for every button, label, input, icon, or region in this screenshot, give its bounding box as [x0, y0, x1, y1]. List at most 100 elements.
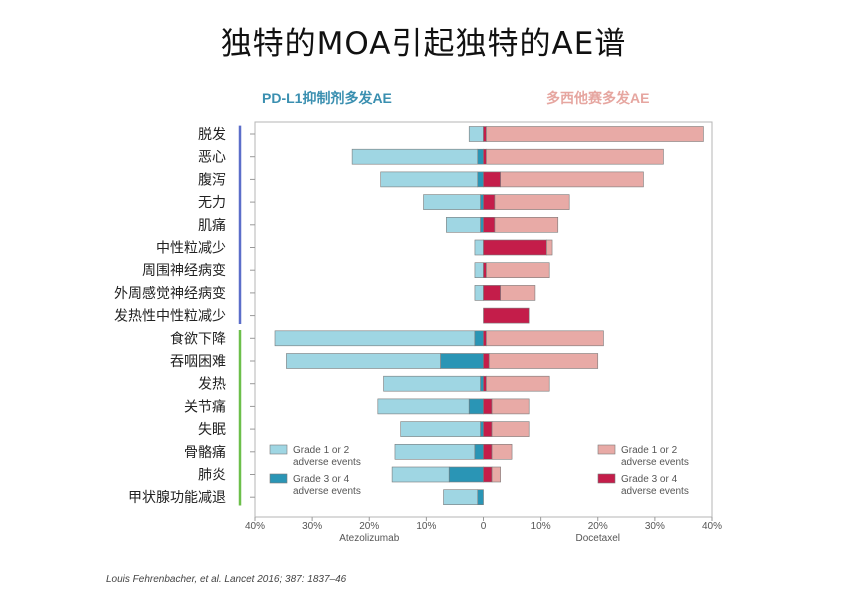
bar-docetaxel-grade34: [483, 262, 487, 279]
bar-docetaxel-grade12: [488, 353, 599, 369]
category-label: 发热: [198, 377, 226, 393]
bar-atezolizumab-grade34: [477, 489, 484, 506]
bar-atezolizumab-grade12: [474, 262, 484, 279]
bar-docetaxel-grade12: [491, 398, 530, 415]
category-label: 中性粒减少: [156, 241, 226, 257]
category-label: 吞咽困难: [170, 354, 226, 370]
legend-label-line1: Grade 3 or 4: [293, 474, 350, 485]
bar-atezolizumab-grade12: [383, 375, 481, 392]
bar-docetaxel-grade34: [483, 307, 530, 324]
bar-docetaxel-grade34: [483, 126, 487, 142]
x-tick-label: 20%: [359, 521, 379, 532]
x-tick-label: 30%: [302, 521, 322, 532]
legend-swatch: [269, 473, 288, 484]
category-label: 肺炎: [198, 468, 226, 484]
left-group-header: PD-L1抑制剂多发AE: [262, 90, 392, 106]
bar-docetaxel-grade12: [491, 421, 530, 437]
right-axis-label: Docetaxel: [576, 533, 620, 544]
bar-docetaxel-grade34: [483, 239, 547, 256]
bar-atezolizumab-grade12: [286, 353, 441, 369]
x-tick-label: 40%: [245, 521, 265, 532]
legend-swatch: [597, 473, 616, 484]
bar-docetaxel-grade12: [500, 171, 644, 188]
bar-docetaxel-grade34: [483, 217, 496, 233]
bar-docetaxel-grade34: [483, 171, 501, 188]
bar-docetaxel-grade34: [483, 194, 496, 210]
bar-atezolizumab-grade12: [400, 421, 481, 437]
category-label: 失眠: [198, 422, 226, 438]
category-label: 关节痛: [184, 398, 226, 415]
bar-atezolizumab-grade12: [443, 489, 479, 506]
citation: Louis Fehrenbacher, et al. Lancet 2016; …: [106, 574, 347, 585]
bar-atezolizumab-grade12: [377, 398, 470, 415]
bar-atezolizumab-grade34: [477, 171, 484, 188]
bar-docetaxel-grade34: [483, 148, 487, 165]
bar-atezolizumab-grade12: [446, 217, 481, 233]
legend-swatch: [269, 444, 288, 455]
bar-atezolizumab-grade34: [480, 194, 484, 210]
bar-docetaxel-grade34: [483, 353, 490, 369]
category-label: 腹泻: [198, 171, 226, 188]
bar-docetaxel-grade34: [483, 443, 493, 460]
legend-label-line2: adverse events: [293, 457, 361, 468]
bar-docetaxel-grade12: [486, 330, 604, 347]
bar-docetaxel-grade34: [483, 466, 493, 483]
category-label: 食欲下降: [170, 330, 226, 347]
x-tick-label: 20%: [588, 521, 608, 532]
bar-docetaxel-grade34: [483, 421, 493, 437]
left-axis-label: Atezolizumab: [339, 533, 399, 544]
x-tick-label: 30%: [645, 521, 665, 532]
bar-atezolizumab-grade34: [480, 375, 484, 392]
bar-docetaxel-grade34: [483, 330, 487, 347]
chart-title: 独特的MOA引起独特的AE谱: [220, 26, 627, 62]
category-label: 肌痛: [198, 217, 226, 234]
bar-docetaxel-grade12: [491, 466, 501, 483]
category-label: 外周感觉神经病变: [114, 285, 226, 302]
legend-label-line1: Grade 1 or 2: [293, 445, 350, 456]
category-label: 骨骼痛: [184, 444, 226, 461]
bar-atezolizumab-grade12: [474, 239, 484, 256]
legend-label-line2: adverse events: [621, 486, 689, 497]
bar-atezolizumab-grade12: [468, 126, 484, 142]
category-label: 脱发: [198, 127, 226, 143]
bar-atezolizumab-grade12: [391, 466, 450, 483]
legend-label-line2: adverse events: [621, 457, 689, 468]
bar-atezolizumab-grade34: [480, 217, 484, 233]
bar-docetaxel-grade12: [491, 443, 513, 460]
x-tick-label: 10%: [416, 521, 436, 532]
legend-label-line2: adverse events: [293, 486, 361, 497]
bar-docetaxel-grade12: [486, 126, 704, 142]
bar-atezolizumab-grade34: [448, 466, 484, 483]
category-label: 周围神经病变: [142, 263, 226, 279]
bar-atezolizumab-grade12: [351, 148, 479, 165]
bar-docetaxel-grade34: [483, 375, 487, 392]
bar-docetaxel-grade12: [494, 194, 570, 210]
category-label: 甲状腺功能减退: [128, 490, 226, 506]
bar-atezolizumab-grade34: [474, 443, 484, 460]
right-group-header: 多西他赛多发AE: [546, 90, 650, 106]
bar-atezolizumab-grade12: [274, 330, 476, 347]
category-label: 无力: [198, 195, 226, 211]
bar-atezolizumab-grade34: [468, 398, 484, 415]
bar-atezolizumab-grade34: [477, 148, 484, 165]
bar-atezolizumab-grade34: [480, 421, 484, 437]
x-tick-label: 40%: [702, 521, 722, 532]
x-tick-label: 0: [481, 521, 487, 532]
bar-docetaxel-grade34: [483, 398, 493, 415]
bar-docetaxel-grade12: [486, 148, 664, 165]
category-label: 发热性中性粒减少: [114, 309, 226, 325]
bar-docetaxel-grade12: [500, 285, 536, 301]
x-tick-label: 10%: [531, 521, 551, 532]
bar-docetaxel-grade12: [486, 262, 550, 279]
legend-label-line1: Grade 3 or 4: [621, 474, 678, 485]
bar-atezolizumab-grade12: [380, 171, 479, 188]
bar-docetaxel-grade12: [546, 239, 553, 256]
legend-swatch: [597, 444, 616, 455]
bar-atezolizumab-grade34: [440, 353, 484, 369]
bar-atezolizumab-grade34: [474, 330, 484, 347]
bar-docetaxel-grade12: [494, 217, 559, 233]
category-label: 恶心: [198, 150, 226, 166]
bar-docetaxel-grade34: [483, 285, 501, 301]
bar-docetaxel-grade12: [486, 375, 550, 392]
